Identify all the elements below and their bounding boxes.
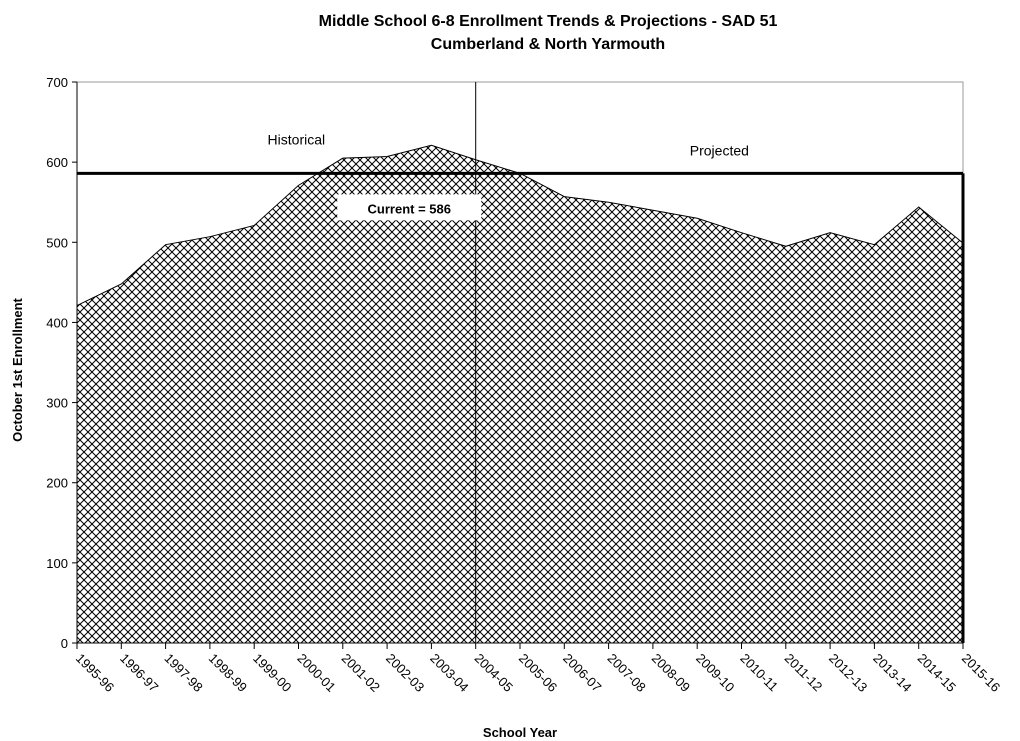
x-tick-label: 2012-13 (826, 651, 870, 695)
projected-label: Projected (690, 143, 749, 159)
y-tick-label: 600 (46, 155, 68, 170)
x-tick-label: 2006-07 (560, 651, 604, 695)
x-tick-label: 2004-05 (472, 651, 516, 695)
x-tick-label: 2015-16 (959, 651, 1003, 695)
x-tick-label: 2014-15 (915, 651, 959, 695)
enrollment-area (76, 144, 964, 644)
x-tick-label: 2007-08 (604, 651, 648, 695)
x-tick-label: 2008-09 (649, 651, 693, 695)
y-tick-label: 200 (46, 476, 68, 491)
x-tick-label: 1996-97 (117, 651, 161, 695)
y-tick-label: 100 (46, 556, 68, 571)
historical-label: Historical (268, 132, 326, 148)
x-axis-label: School Year (483, 725, 557, 740)
x-tick-label: 2011-12 (782, 651, 826, 695)
x-tick-label: 2005-06 (516, 651, 560, 695)
y-axis-ticks: 0 100 200 300 400 500 600 700 (46, 75, 77, 651)
chart-title: Middle School 6-8 Enrollment Trends & Pr… (319, 13, 778, 30)
chart-subtitle: Cumberland & North Yarmouth (431, 36, 665, 53)
y-tick-label: 700 (46, 75, 68, 90)
x-tick-label: 2013-14 (870, 651, 914, 695)
x-axis-ticks: 1995-96 1996-97 1997-98 1998-99 1999-00 2000-… (73, 643, 1003, 695)
current-enrollment-label: Current = 586 (368, 201, 451, 216)
x-tick-label: 2010-11 (737, 651, 781, 695)
y-tick-label: 0 (61, 636, 68, 651)
y-tick-label: 400 (46, 315, 68, 330)
x-tick-label: 2003-04 (427, 651, 471, 695)
x-tick-label: 2001-02 (339, 651, 383, 695)
x-tick-label: 2000-01 (294, 651, 338, 695)
x-tick-label: 2009-10 (693, 651, 737, 695)
x-tick-label: 1999-00 (250, 651, 294, 695)
y-tick-label: 500 (46, 235, 68, 250)
x-tick-label: 1997-98 (161, 651, 205, 695)
y-axis-label: October 1st Enrollment (10, 297, 25, 441)
current-label-background (337, 194, 482, 221)
x-tick-label: 2002-03 (383, 651, 427, 695)
y-tick-label: 300 (46, 396, 68, 411)
x-tick-label: 1995-96 (73, 651, 117, 695)
x-tick-label: 1998-99 (206, 651, 250, 695)
